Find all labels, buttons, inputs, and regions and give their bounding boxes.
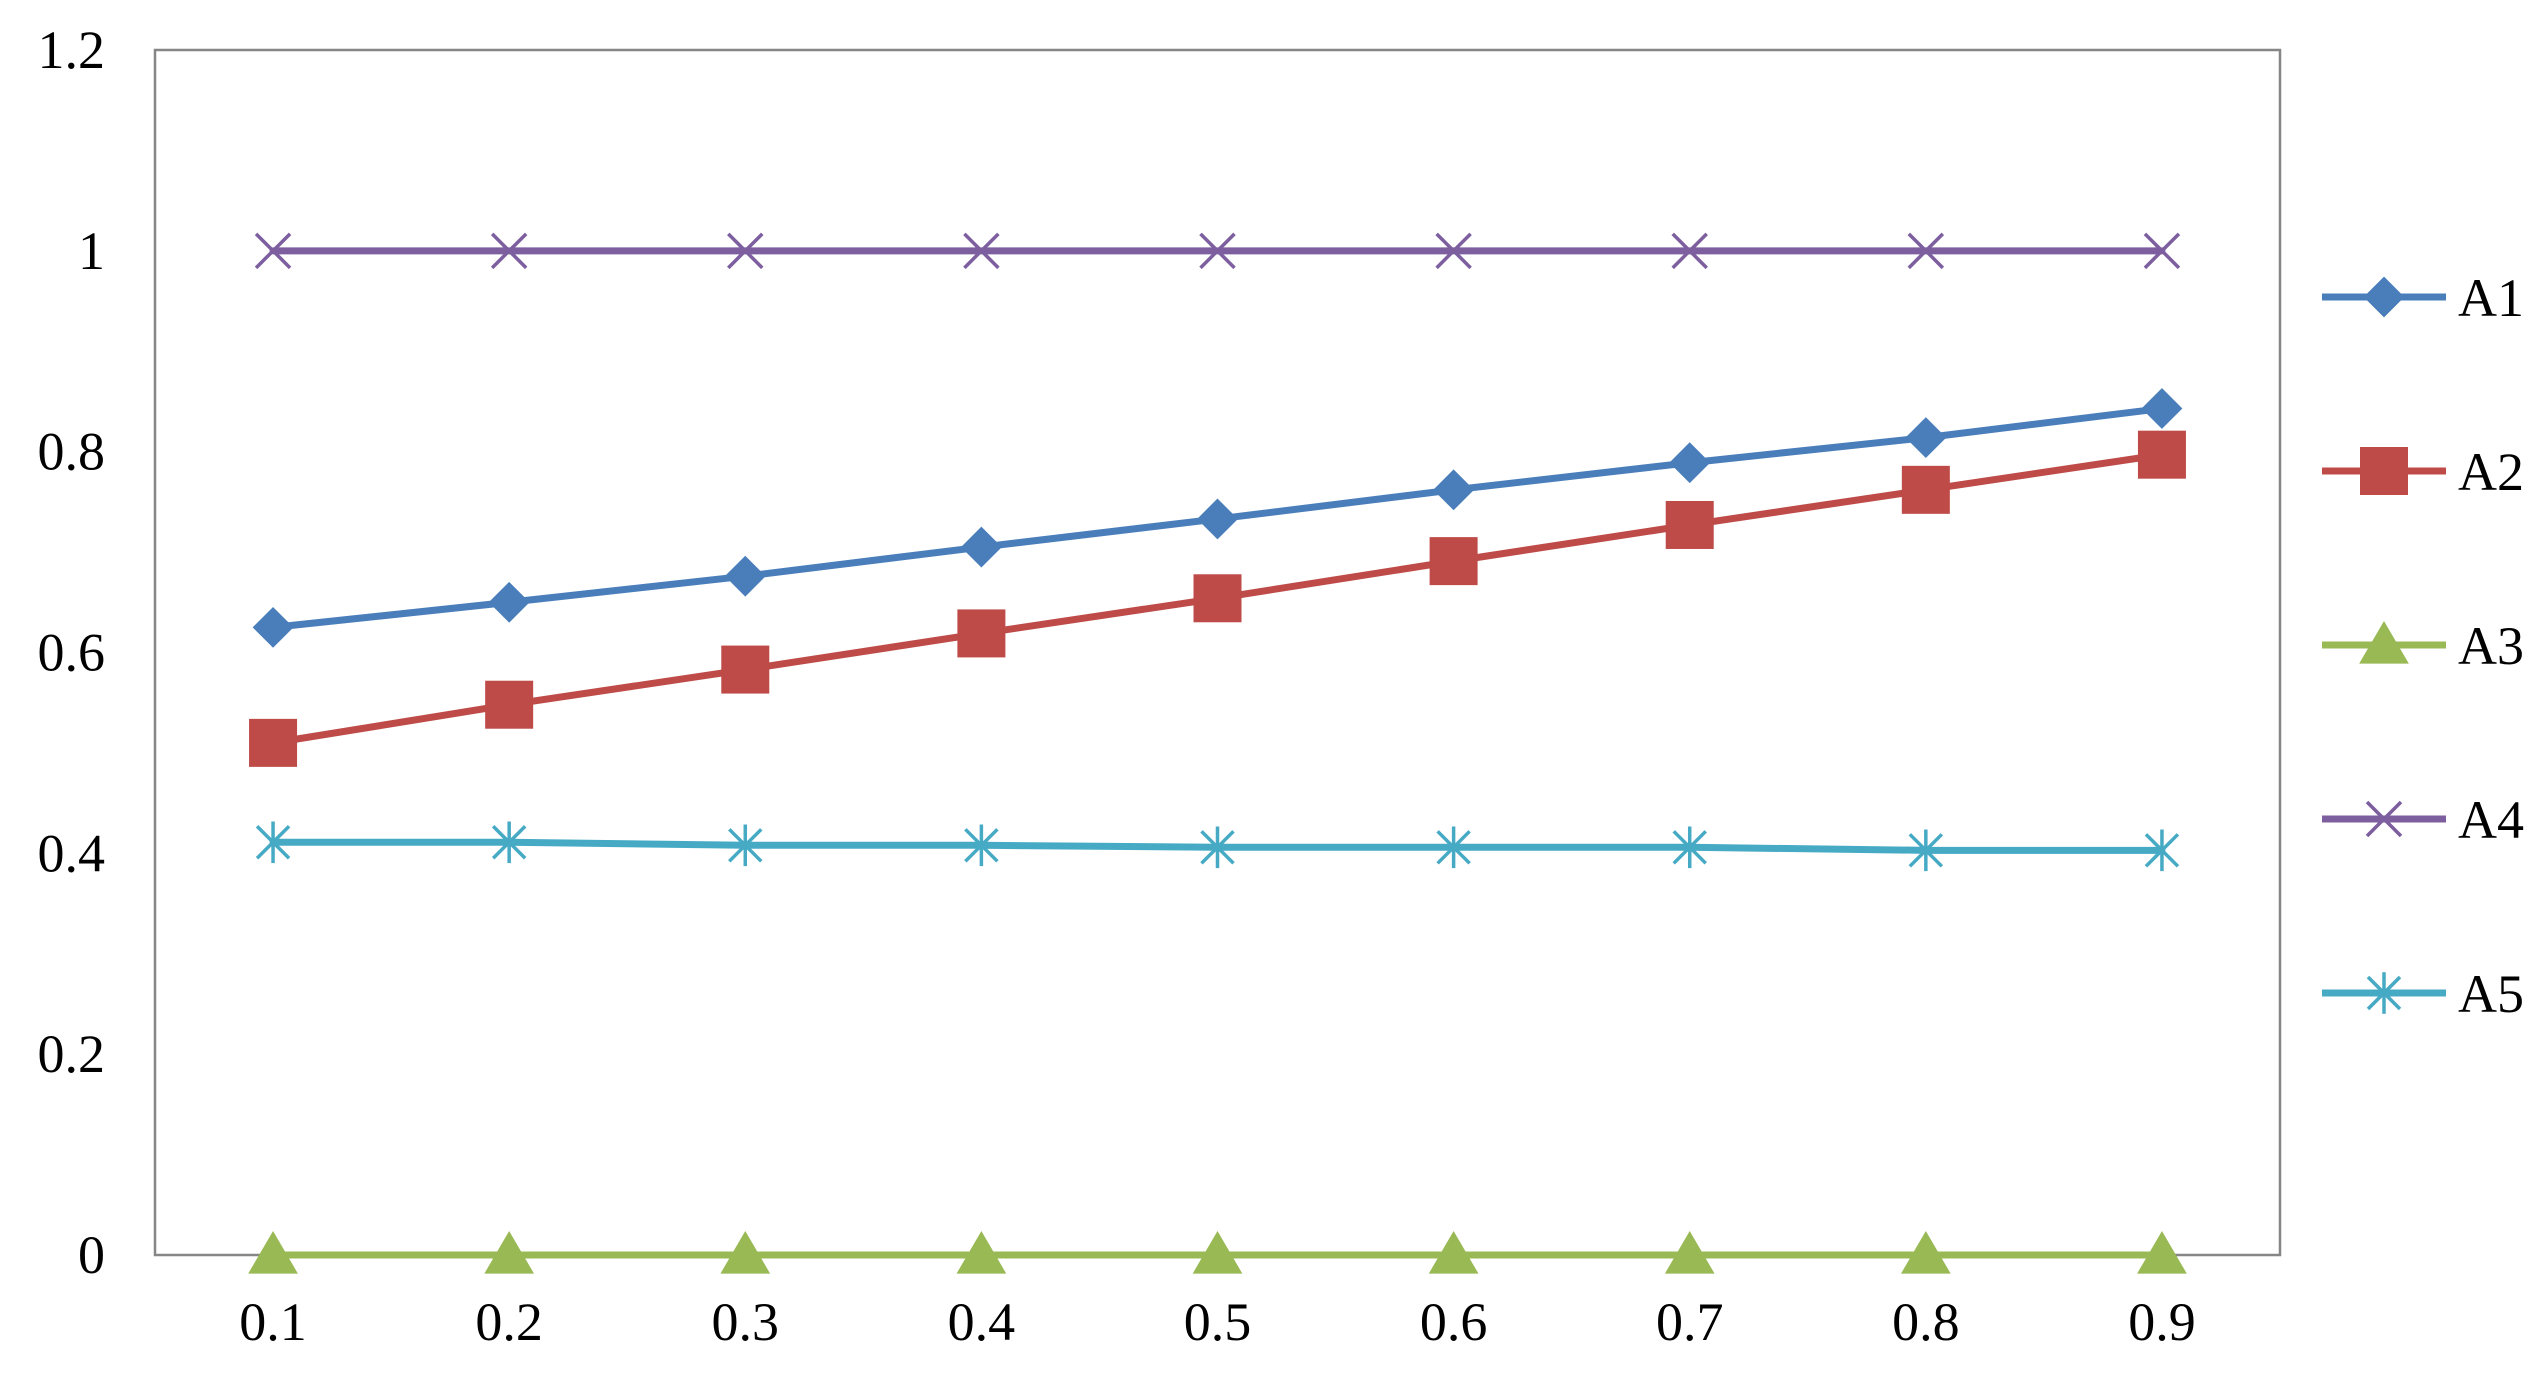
- y-tick-label: 1.2: [38, 20, 106, 80]
- data-point: [2360, 447, 2408, 495]
- series-a4: [254, 232, 2181, 270]
- legend-item-a2: A2: [2322, 442, 2524, 502]
- data-point: [1435, 232, 1472, 270]
- data-point: [2363, 276, 2405, 318]
- data-point: [2143, 232, 2181, 270]
- plot-area: [153, 48, 2282, 1257]
- data-point: [720, 1231, 771, 1274]
- y-tick-label: 0.4: [38, 823, 106, 883]
- data-point: [488, 581, 530, 623]
- legend-item-a3: A3: [2322, 616, 2524, 676]
- data-point: [957, 609, 1006, 658]
- data-point: [491, 821, 527, 864]
- data-point: [1901, 465, 1950, 514]
- data-point: [1900, 1231, 1951, 1274]
- legend-item-a4: A4: [2322, 790, 2524, 850]
- data-point: [254, 232, 292, 270]
- data-point: [1669, 442, 1711, 484]
- data-point: [960, 526, 1002, 568]
- data-point: [1665, 500, 1714, 549]
- data-point: [490, 232, 528, 270]
- data-point: [252, 606, 294, 648]
- x-axis-tick-labels: 0.1 0.2 0.3 0.4 0.5 0.6 0.7 0.8 0.9: [239, 1292, 2195, 1352]
- data-point: [1200, 826, 1235, 869]
- data-point: [1197, 498, 1238, 540]
- y-tick-label: 0.8: [38, 422, 106, 482]
- data-point: [1428, 1231, 1479, 1274]
- data-point: [1664, 1231, 1715, 1274]
- data-point: [1433, 469, 1475, 511]
- x-tick-label: 0.4: [948, 1292, 1016, 1352]
- series-a1: [252, 388, 2183, 648]
- y-tick-label: 0.2: [38, 1024, 106, 1084]
- data-point: [2365, 800, 2403, 838]
- y-tick-label: 0.6: [38, 623, 106, 683]
- data-point: [2144, 829, 2180, 872]
- data-point: [484, 1231, 535, 1274]
- data-point: [1907, 232, 1945, 270]
- data-point: [963, 232, 1000, 270]
- data-point: [2141, 388, 2183, 429]
- x-tick-label: 0.1: [239, 1292, 307, 1352]
- data-point: [2137, 1231, 2187, 1274]
- data-point: [1429, 537, 1478, 586]
- data-point: [2366, 972, 2402, 1014]
- data-point: [248, 1231, 298, 1274]
- x-tick-label: 0.7: [1656, 1292, 1724, 1352]
- series-layer: [248, 232, 2187, 1274]
- data-point: [1672, 826, 1707, 869]
- data-point: [724, 555, 766, 597]
- y-axis-tick-labels: 0 0.2 0.4 0.6 0.8 1 1.2: [38, 20, 106, 1285]
- x-tick-label: 0.9: [2128, 1292, 2196, 1352]
- legend-item-a1: A1: [2322, 268, 2524, 328]
- legend: A1 A2 A3 A4 A5: [2322, 268, 2524, 1024]
- y-tick-label: 1: [78, 221, 105, 281]
- x-tick-label: 0.8: [1892, 1292, 1960, 1352]
- series-a3: [248, 1231, 2187, 1274]
- series-a2: [249, 430, 2186, 767]
- data-point: [727, 232, 764, 270]
- data-point: [728, 824, 763, 867]
- data-point: [1199, 232, 1236, 270]
- legend-label: A5: [2458, 964, 2524, 1024]
- data-point: [721, 645, 770, 694]
- data-point: [1671, 232, 1708, 270]
- data-point: [2137, 430, 2186, 479]
- legend-label: A3: [2458, 616, 2524, 676]
- data-point: [1193, 574, 1242, 623]
- y-tick-label: 0: [78, 1225, 105, 1285]
- legend-item-a5: A5: [2322, 964, 2524, 1024]
- data-point: [964, 824, 999, 867]
- x-tick-label: 0.2: [475, 1292, 543, 1352]
- x-tick-label: 0.3: [712, 1292, 780, 1352]
- data-point: [255, 821, 291, 864]
- data-point: [1436, 826, 1471, 869]
- data-point: [1905, 417, 1947, 459]
- data-point: [956, 1231, 1007, 1274]
- legend-label: A2: [2458, 442, 2524, 502]
- x-tick-label: 0.5: [1184, 1292, 1252, 1352]
- legend-label: A1: [2458, 268, 2524, 328]
- x-tick-label: 0.6: [1420, 1292, 1488, 1352]
- data-point: [1908, 829, 1944, 872]
- data-point: [1192, 1231, 1243, 1274]
- data-point: [2359, 621, 2409, 664]
- series-a5: [255, 821, 2180, 872]
- data-point: [485, 680, 534, 729]
- legend-label: A4: [2458, 790, 2524, 850]
- data-point: [249, 718, 298, 767]
